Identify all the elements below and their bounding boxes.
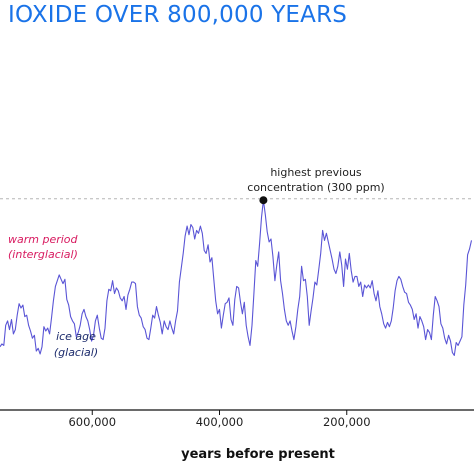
x-tick-label-2: 200,000	[323, 415, 371, 429]
ice-age-label: ice age	[56, 330, 96, 343]
co2-series-line	[0, 199, 473, 356]
x-tick-label-1: 400,000	[196, 415, 244, 429]
x-tick-label-0: 600,000	[68, 415, 116, 429]
chart-title: IOXIDE OVER 800,000 YEARS	[8, 2, 348, 28]
x-axis-ticks: 600,000 400,000 200,000	[68, 410, 371, 429]
glacial-label: (glacial)	[54, 346, 98, 359]
peak-annotation-line2: concentration (300 ppm)	[247, 181, 384, 194]
peak-annotation-line1: highest previous	[270, 166, 362, 179]
interglacial-label: (interglacial)	[8, 248, 78, 261]
x-axis-title: years before present	[181, 447, 335, 462]
warm-period-label: warm period	[8, 233, 79, 246]
peak-marker	[259, 196, 268, 205]
